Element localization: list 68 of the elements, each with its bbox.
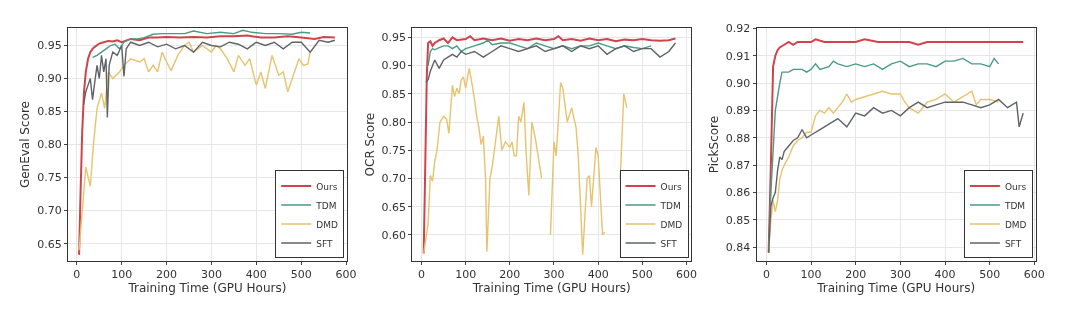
y-tick-label: 0.95 (381, 31, 407, 45)
legend-label: Ours (316, 181, 338, 192)
legend-label: TDM (1003, 200, 1026, 211)
y-tick-label: 0.75 (37, 171, 62, 185)
y-tick-label: 0.90 (381, 59, 407, 73)
x-tick-label: 600 (1023, 268, 1045, 282)
x-tick-label: 500 (631, 268, 653, 282)
line-series (91, 29, 311, 59)
y-tick-label: 0.80 (37, 138, 62, 152)
line-series (425, 42, 677, 84)
y-tick-label: 0.85 (725, 213, 751, 227)
x-tick-label: 0 (762, 268, 770, 282)
line-series (427, 39, 652, 67)
legend-label: Ours (660, 181, 683, 192)
y-tick-label: 0.75 (381, 144, 407, 158)
x-tick-label: 600 (675, 268, 697, 282)
x-tick-label: 300 (889, 268, 911, 282)
y-tick-label: 0.60 (381, 228, 407, 242)
y-tick-label: 0.85 (381, 87, 407, 101)
y-axis-title: GenEval Score (18, 101, 33, 189)
x-tick-label: 300 (200, 268, 222, 282)
x-tick-label: 600 (335, 268, 357, 282)
y-axis-title: PickScore (707, 115, 722, 174)
legend-label: SFT (316, 238, 333, 249)
legend-label: TDM (315, 200, 337, 211)
y-tick-label: 0.95 (37, 39, 62, 53)
y-tick-label: 0.92 (725, 22, 751, 36)
legend-label: SFT (660, 238, 678, 249)
x-tick-label: 300 (543, 268, 565, 282)
y-tick-label: 0.85 (37, 105, 62, 119)
line-series (767, 38, 1025, 254)
line-series (82, 39, 336, 119)
legend-label: Ours (1004, 181, 1027, 192)
y-tick-label: 0.88 (725, 131, 751, 145)
x-tick-label: 100 (800, 268, 822, 282)
y-tick-label: 0.91 (725, 49, 751, 63)
y-axis-title: OCR Score (362, 112, 377, 177)
y-tick-label: 0.87 (725, 158, 751, 172)
y-tick-label: 0.80 (381, 115, 407, 129)
legend-label: SFT (1004, 238, 1022, 249)
legend-label: TDM (659, 200, 681, 211)
x-tick-label: 0 (73, 268, 81, 282)
x-tick-label: 400 (587, 268, 609, 282)
y-tick-label: 0.65 (37, 237, 62, 251)
x-tick-label: 100 (111, 268, 133, 282)
legend-label: DMD (316, 219, 338, 230)
x-tick-label: 400 (245, 268, 267, 282)
x-tick-label: 500 (979, 268, 1001, 282)
x-tick-label: 200 (156, 268, 178, 282)
x-axis-title: Training Time (GPU Hours) (471, 281, 631, 296)
x-tick-label: 0 (417, 268, 425, 282)
x-axis-title: Training Time (GPU Hours) (816, 281, 976, 296)
y-tick-label: 0.70 (381, 172, 407, 186)
y-tick-label: 0.90 (37, 72, 62, 86)
x-axis-title: Training Time (GPU Hours) (127, 281, 287, 296)
y-tick-label: 0.86 (725, 186, 751, 200)
y-tick-label: 0.90 (725, 76, 751, 90)
x-tick-label: 400 (934, 268, 956, 282)
y-tick-label: 0.70 (37, 204, 62, 218)
legend-label: DMD (1004, 219, 1027, 230)
x-tick-label: 100 (455, 268, 477, 282)
y-tick-label: 0.65 (381, 200, 407, 214)
y-tick-label: 0.89 (725, 104, 751, 118)
y-tick-label: 0.84 (725, 241, 751, 254)
x-tick-label: 200 (499, 268, 521, 282)
legend-label: DMD (660, 219, 683, 230)
x-tick-label: 500 (290, 268, 312, 282)
x-tick-label: 200 (845, 268, 867, 282)
